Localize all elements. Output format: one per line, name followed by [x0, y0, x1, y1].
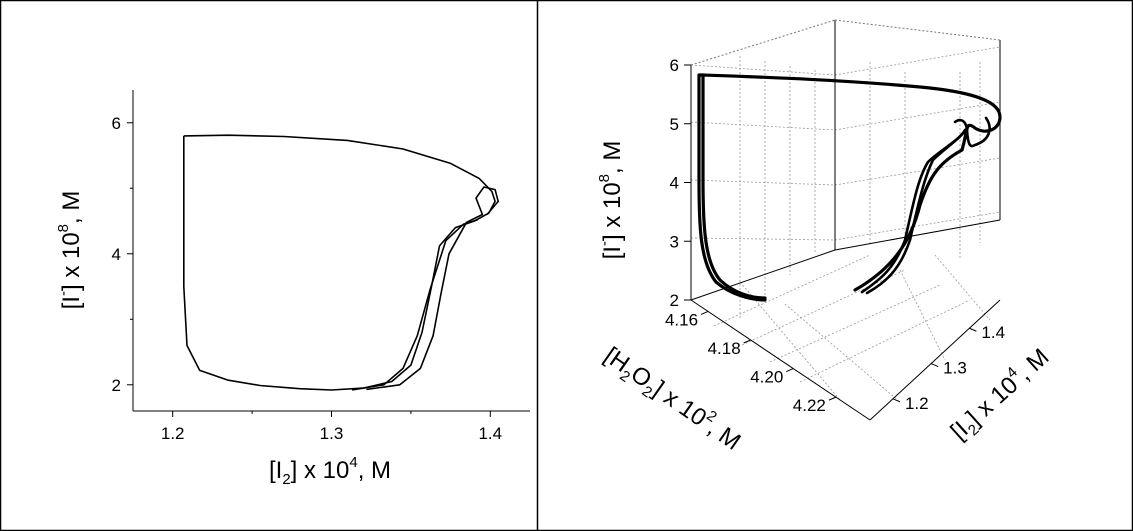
left-trajectory-line-1: [366, 186, 499, 391]
3d-grid: [690, 46, 1001, 403]
right-y-tick: [700, 310, 709, 315]
left-y-axis-title: [I-] x 108, M: [55, 191, 85, 310]
left-x-axis-title: [I2] x 104, M: [269, 454, 391, 488]
left-x-tick-label: 1.3: [320, 424, 344, 443]
right-y-tick: [786, 368, 794, 373]
right-trajectory-line-1: [701, 73, 767, 300]
right-x-tick: [969, 327, 977, 332]
right-3d-chart: 2 3 4 5 6 4.16 4.18 4.20 4.22 1.2 1.3 1.4 [I-] x 10…: [596, 19, 1057, 456]
right-y-tick-label: 4.16: [665, 310, 698, 329]
right-z-axis-title: [I-] x 108, M: [596, 141, 626, 260]
right-y-tick-label: 4.20: [750, 368, 783, 387]
right-trajectory-line-4: [953, 116, 991, 148]
right-x-axis-title: [I2] x 104, M: [944, 341, 1057, 448]
left-chart: 1.2 1.3 1.4 2 4 6 [I2] x 104, M [I-] x 108, M: [55, 90, 530, 488]
right-y-tick: [828, 396, 837, 401]
right-trajectory-line-0: [697, 73, 1002, 302]
right-x-tick-label: 1.4: [981, 323, 1005, 342]
left-y-tick-label: 4: [112, 245, 121, 264]
right-y-tick-label: 4.22: [793, 396, 826, 415]
right-trajectory-line-2: [860, 128, 967, 294]
left-y-tick-label: 2: [112, 376, 121, 395]
left-x-tick-label: 1.2: [161, 424, 185, 443]
right-z-tick-label: 4: [670, 174, 679, 193]
right-x-tick: [892, 398, 901, 403]
right-z-tick-label: 5: [670, 115, 679, 134]
right-x-tick: [930, 363, 939, 367]
right-y-tick: [743, 339, 751, 344]
left-x-tick-label: 1.4: [478, 424, 502, 443]
right-z-tick-label: 6: [670, 56, 679, 75]
left-y-tick-label: 6: [112, 114, 121, 133]
right-trajectory-line-3: [865, 124, 970, 295]
right-x-tick-label: 1.3: [943, 359, 967, 378]
right-z-tick-label: 3: [670, 232, 679, 251]
left-trajectory-line-0: [183, 134, 496, 391]
right-x-tick-label: 1.2: [905, 394, 929, 413]
left-trajectory-line-2: [351, 218, 478, 391]
right-z-tick-label: 2: [670, 291, 679, 310]
right-y-tick-label: 4.18: [708, 339, 741, 358]
